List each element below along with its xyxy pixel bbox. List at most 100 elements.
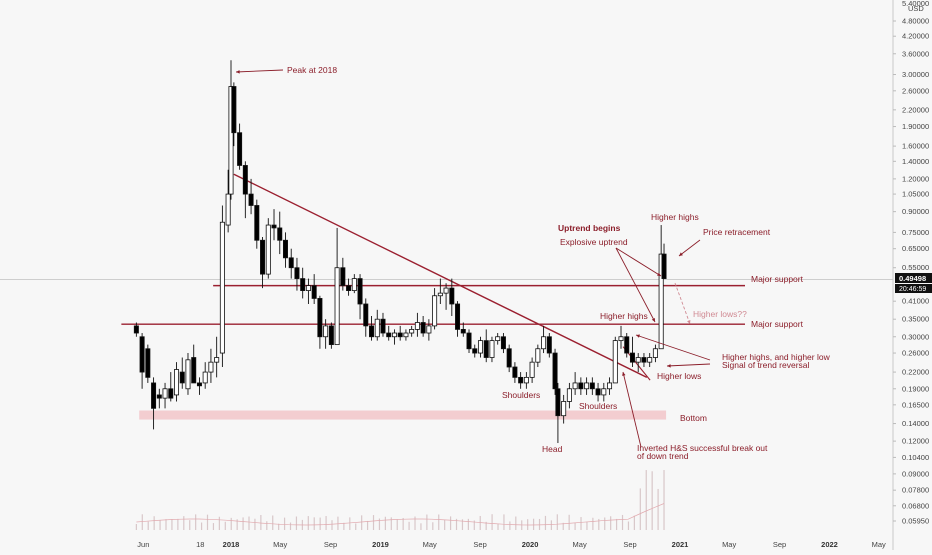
candle[interactable]: [658, 253, 664, 350]
candle[interactable]: [282, 239, 288, 259]
candle[interactable]: [595, 388, 601, 396]
candle[interactable]: [561, 401, 567, 417]
candle[interactable]: [334, 267, 340, 346]
candle[interactable]: [145, 348, 151, 378]
candle[interactable]: [208, 361, 214, 373]
candle[interactable]: [288, 257, 294, 269]
candle[interactable]: [512, 366, 518, 378]
candle[interactable]: [254, 205, 260, 241]
candle[interactable]: [228, 86, 234, 195]
candle[interactable]: [449, 287, 455, 305]
candle[interactable]: [202, 371, 208, 384]
candle[interactable]: [552, 352, 558, 390]
candle[interactable]: [351, 278, 357, 291]
candle[interactable]: [432, 295, 438, 327]
candle[interactable]: [369, 325, 375, 338]
candle[interactable]: [546, 336, 552, 354]
candle[interactable]: [437, 292, 443, 297]
candle[interactable]: [346, 285, 352, 291]
candle[interactable]: [168, 388, 174, 399]
candle[interactable]: [477, 340, 483, 354]
candle[interactable]: [541, 336, 547, 350]
candle[interactable]: [191, 357, 197, 384]
candle[interactable]: [607, 382, 613, 390]
candle[interactable]: [506, 348, 512, 368]
candle[interactable]: [555, 388, 561, 417]
candle[interactable]: [196, 382, 202, 387]
candle[interactable]: [466, 332, 472, 350]
candle[interactable]: [584, 382, 590, 390]
time-axis[interactable]: Jun 18 2018 May Sep 2019 May Sep 2020 May Sep 2021 M…: [137, 540, 886, 549]
candle[interactable]: [661, 253, 667, 279]
candle[interactable]: [386, 332, 392, 338]
candle[interactable]: [572, 382, 578, 390]
candle[interactable]: [305, 285, 311, 291]
candle[interactable]: [185, 359, 191, 390]
candle[interactable]: [500, 336, 506, 350]
arrow-peak: [235, 69, 284, 73]
candle[interactable]: [529, 361, 535, 378]
candle[interactable]: [566, 388, 572, 402]
candle[interactable]: [340, 267, 346, 287]
candle[interactable]: [647, 357, 653, 363]
candle[interactable]: [277, 227, 283, 241]
candle[interactable]: [420, 322, 426, 334]
candle[interactable]: [179, 371, 185, 384]
candle[interactable]: [483, 340, 489, 358]
candle[interactable]: [460, 329, 466, 334]
candle[interactable]: [629, 352, 635, 363]
candle[interactable]: [317, 298, 323, 338]
candle[interactable]: [641, 357, 647, 363]
candle[interactable]: [311, 285, 317, 299]
candle[interactable]: [219, 221, 225, 354]
candle[interactable]: [409, 329, 415, 334]
candle[interactable]: [535, 348, 541, 363]
candle[interactable]: [225, 193, 231, 226]
candle[interactable]: [139, 336, 145, 373]
candle[interactable]: [578, 382, 584, 390]
candle[interactable]: [357, 278, 363, 305]
candle[interactable]: [612, 340, 618, 384]
candle[interactable]: [601, 388, 607, 396]
candle[interactable]: [472, 348, 478, 354]
candle[interactable]: [363, 303, 369, 327]
candle[interactable]: [489, 340, 495, 358]
candles-layer[interactable]: [133, 60, 667, 444]
candle[interactable]: [391, 332, 397, 338]
candle[interactable]: [323, 325, 329, 338]
candle[interactable]: [589, 382, 595, 390]
candle[interactable]: [151, 382, 157, 409]
candle[interactable]: [426, 325, 432, 334]
candle[interactable]: [260, 239, 266, 275]
candle[interactable]: [495, 336, 501, 342]
candle[interactable]: [443, 287, 449, 294]
candle[interactable]: [455, 303, 461, 330]
candle[interactable]: [174, 369, 180, 396]
candle[interactable]: [328, 325, 334, 346]
candle[interactable]: [162, 388, 168, 399]
candle[interactable]: [231, 86, 237, 134]
candle[interactable]: [248, 193, 254, 206]
candle[interactable]: [237, 132, 243, 166]
candle[interactable]: [414, 322, 420, 330]
candle[interactable]: [294, 267, 300, 279]
candle[interactable]: [624, 336, 630, 354]
candle[interactable]: [652, 348, 658, 358]
price-axis[interactable]: 5.40000 USD 4.80000 4.20000 3.60000 3.00000…: [892, 0, 932, 550]
candle[interactable]: [403, 332, 409, 338]
candle[interactable]: [635, 357, 641, 363]
candle[interactable]: [265, 224, 271, 275]
candle[interactable]: [300, 278, 306, 291]
candle[interactable]: [214, 357, 220, 363]
candle[interactable]: [156, 394, 162, 399]
candle[interactable]: [242, 165, 248, 195]
candle[interactable]: [374, 318, 380, 338]
candle[interactable]: [523, 376, 529, 384]
candle[interactable]: [133, 325, 139, 334]
candle[interactable]: [380, 318, 386, 334]
candle[interactable]: [271, 224, 277, 229]
candle[interactable]: [618, 336, 624, 342]
candle[interactable]: [397, 332, 403, 338]
candle[interactable]: [518, 376, 524, 384]
